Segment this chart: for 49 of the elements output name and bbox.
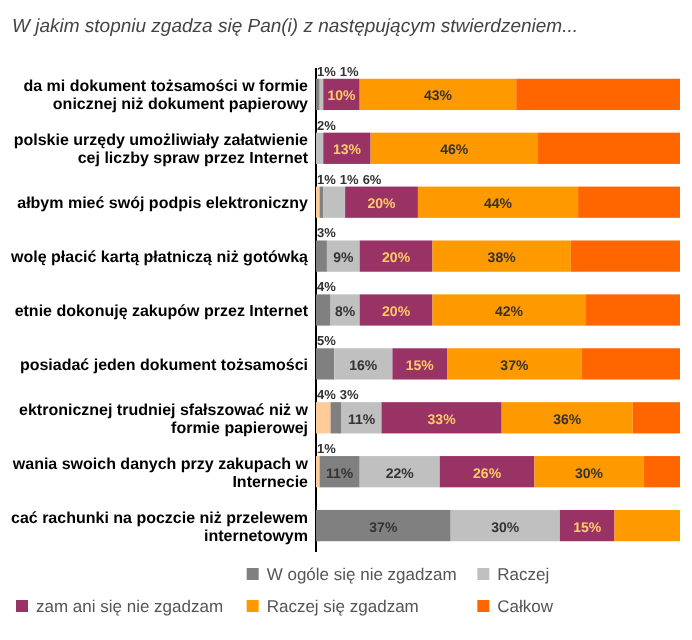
bar bbox=[359, 240, 433, 272]
bar bbox=[516, 78, 680, 111]
bar bbox=[632, 402, 680, 434]
y-tick-label: posiadać jeden dokument tożsamości bbox=[19, 355, 308, 374]
bar bbox=[359, 294, 433, 326]
y-tick-label: wolę płacić kartą płatniczą niż gotówką bbox=[9, 248, 310, 267]
legend-label: Raczej bbox=[497, 564, 550, 584]
legend-label: W ogóle się nie zgadzam bbox=[266, 564, 457, 584]
legend-label: Raczej się zgadzam bbox=[266, 596, 419, 616]
bar bbox=[370, 132, 539, 164]
bar bbox=[381, 402, 502, 434]
bar bbox=[417, 186, 579, 218]
y-tick-label: polskie urzędy umożliwiały załatwienie cej liczby spraw przez Internet bbox=[13, 131, 310, 168]
y-tick-label: cać rachunki na poczcie niż przelewem internetowym bbox=[11, 508, 308, 545]
legend-label: Całkow bbox=[497, 596, 555, 616]
bar bbox=[334, 348, 393, 380]
bar bbox=[359, 78, 517, 111]
bar bbox=[392, 348, 448, 380]
y-tick-label: da mi dokument tożsamości w formie onicznej niż dokument papierowy bbox=[23, 77, 310, 114]
bar bbox=[570, 240, 680, 272]
bar bbox=[501, 402, 633, 434]
y-tick-label: ałbym mieć swój podpis elektroniczny bbox=[17, 194, 310, 213]
bar bbox=[316, 402, 331, 434]
y-tick-label: etnie dokonuję zakupów przez Internet bbox=[14, 302, 309, 320]
bar bbox=[578, 186, 680, 218]
bar bbox=[534, 456, 644, 488]
legend-label: zam ani się nie zgadzam bbox=[36, 596, 224, 616]
bar bbox=[316, 132, 324, 164]
bar bbox=[614, 509, 680, 542]
bar bbox=[323, 186, 346, 218]
bar bbox=[643, 456, 680, 488]
bar bbox=[316, 240, 327, 272]
chart-title: W jakim stopniu zgadza się Pan(i) z następującym stwierdzeniem... bbox=[12, 16, 579, 38]
bar bbox=[439, 456, 535, 488]
bar bbox=[316, 348, 335, 380]
bar bbox=[345, 186, 418, 218]
y-tick-label: ektronicznej trudniej sfałszować niż w formie papierowej bbox=[19, 400, 310, 437]
bar bbox=[316, 294, 331, 326]
bar bbox=[450, 509, 560, 542]
bar bbox=[359, 456, 440, 488]
bar bbox=[432, 294, 586, 326]
bar bbox=[585, 294, 680, 326]
bar bbox=[538, 132, 680, 164]
bar bbox=[330, 402, 342, 434]
bar bbox=[581, 348, 680, 380]
bar bbox=[447, 348, 582, 380]
bar bbox=[316, 509, 451, 542]
y-tick-label: wania swoich danych przy zakupach w Internecie bbox=[10, 454, 310, 491]
bar bbox=[432, 240, 571, 272]
